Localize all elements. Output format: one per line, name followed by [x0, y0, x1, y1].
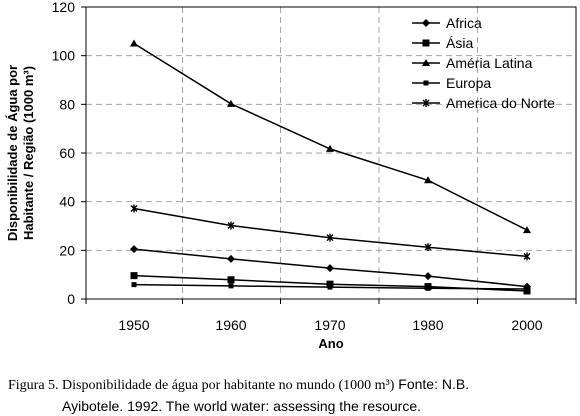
legend-label: Europa: [446, 75, 491, 91]
y-tick-label: 100: [52, 48, 76, 64]
caption-prefix: Figura 5. Disponibilidade de água por ha…: [8, 378, 395, 393]
series-line: [133, 207, 528, 258]
caption-source-2: Ayibotele. 1992. The world water: assess…: [62, 398, 422, 414]
legend-label: Africa: [446, 15, 482, 31]
axes: 0 20 40 60 80 100 120 1950 1960 1970 1980 2000: [52, 0, 577, 333]
y-tick-label: 0: [67, 291, 75, 307]
legend-label: Améria Latina: [446, 55, 533, 71]
series-3: [130, 39, 531, 234]
caption-line-1: Figura 5. Disponibilidade de água por ha…: [8, 374, 580, 396]
data-point: [424, 243, 432, 252]
data-point: [131, 282, 137, 288]
data-point: [424, 272, 432, 281]
y-tick-label: 20: [59, 242, 75, 258]
data-point: [524, 286, 530, 292]
x-axis-title: Ano: [318, 336, 343, 351]
legend-marker: [422, 99, 430, 107]
series-group: [130, 39, 531, 295]
legend-item: Africa: [412, 15, 482, 31]
legend-label: Ásia: [446, 35, 473, 51]
x-tick-label: 1960: [215, 317, 246, 333]
data-point: [326, 144, 334, 152]
data-point: [523, 226, 531, 234]
legend-item: Europa: [412, 75, 491, 91]
data-point: [327, 284, 333, 290]
data-point: [326, 264, 334, 273]
legend-marker: [422, 19, 430, 27]
chart: 0 20 40 60 80 100 120 1950 1960 1970 1980 2000 Afri…: [5, 0, 577, 351]
y-axis-title-line1: Disponibilidade de Água por: [5, 65, 20, 241]
data-point: [424, 176, 432, 184]
y-tick-label: 80: [59, 96, 75, 112]
series-4: [131, 282, 530, 292]
legend-marker: [422, 59, 430, 66]
legend-item: Ásia: [412, 35, 473, 51]
data-point: [130, 204, 138, 213]
data-point: [130, 272, 138, 280]
data-point: [130, 245, 138, 254]
data-point: [228, 283, 234, 289]
data-point: [227, 276, 235, 284]
legend: Africa Ásia Améria Latina Europa America do …: [412, 15, 555, 111]
legend-marker: [422, 39, 430, 47]
legend-item: Améria Latina: [412, 55, 533, 71]
y-axis-title-line2: Habitante / Região (1000 m³): [21, 66, 36, 240]
x-tick-label: 1980: [412, 317, 443, 333]
x-tick-label: 1970: [314, 317, 345, 333]
legend-item: America do Norte: [412, 95, 555, 111]
data-point: [227, 221, 235, 230]
data-point: [227, 99, 235, 107]
x-tick-label: 2000: [511, 317, 542, 333]
data-point: [326, 280, 334, 288]
data-point: [227, 254, 235, 263]
series-5: [130, 204, 531, 261]
data-point: [326, 233, 334, 242]
caption-source-1: Fonte: N.B.: [394, 376, 470, 392]
data-point: [130, 39, 138, 47]
data-point: [425, 285, 431, 291]
y-tick-label: 60: [59, 145, 75, 161]
grid-lines: [86, 7, 576, 299]
data-point: [523, 252, 531, 261]
y-tick-label: 120: [52, 0, 76, 15]
x-tick-label: 1950: [118, 317, 149, 333]
series-2: [130, 272, 531, 295]
legend-marker: [423, 80, 429, 86]
y-tick-label: 40: [59, 194, 75, 210]
legend-label: America do Norte: [446, 95, 555, 111]
figure-caption: Figura 5. Disponibilidade de água por ha…: [0, 374, 580, 416]
